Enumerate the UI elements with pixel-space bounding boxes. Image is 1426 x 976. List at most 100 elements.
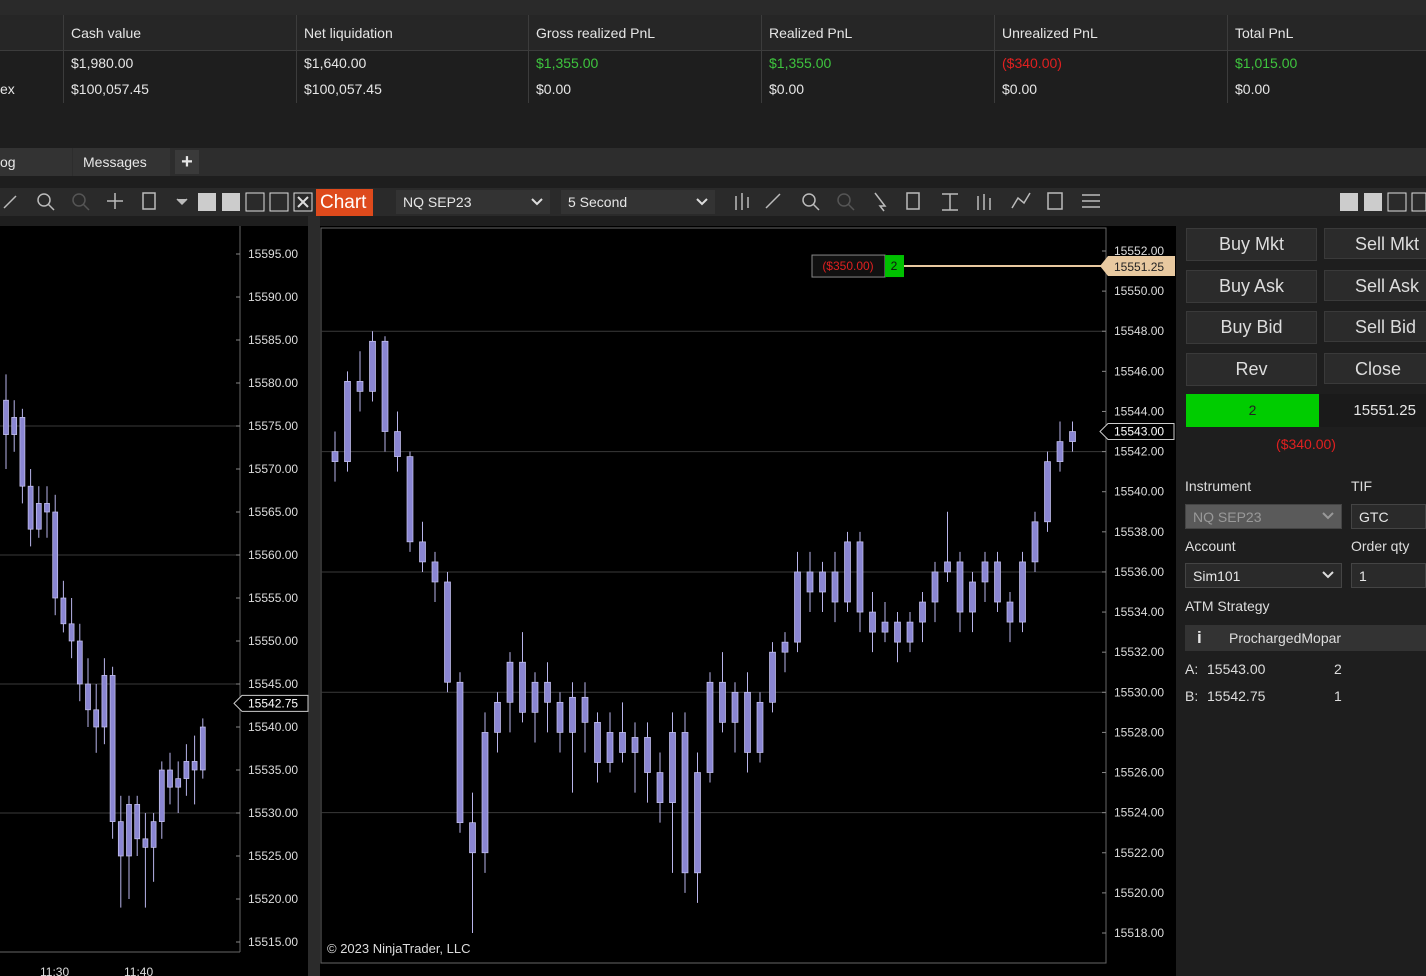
column-header: Realized PnL xyxy=(769,25,853,41)
ask-size: 2 xyxy=(1334,661,1342,677)
cell: $1,355.00 xyxy=(536,55,599,71)
y-tick-label: 15525.00 xyxy=(248,849,298,863)
column-header: Unrealized PnL xyxy=(1002,25,1098,41)
candle-body xyxy=(406,456,414,543)
chart-label: Chart xyxy=(316,189,373,216)
candle-body xyxy=(68,623,75,642)
candle-body xyxy=(719,681,726,723)
y-tick-label: 15575.00 xyxy=(248,419,298,433)
zoom-icon[interactable] xyxy=(802,193,816,207)
candle-body xyxy=(85,683,91,711)
dropdown-arrows xyxy=(1322,571,1334,579)
candle-body xyxy=(419,541,426,563)
properties-icon[interactable] xyxy=(142,192,156,210)
interval-select[interactable]: 5 Second xyxy=(561,190,715,214)
candle-body xyxy=(544,681,551,703)
account-select[interactable]: Sim101 xyxy=(1185,563,1342,588)
candle-body xyxy=(869,611,876,633)
y-tick-label: 15540.00 xyxy=(248,720,298,734)
cell: $0.00 xyxy=(769,81,805,97)
cell: $100,057.45 xyxy=(71,81,149,97)
candle-body xyxy=(344,381,351,462)
column-header: Total PnL xyxy=(1235,25,1294,41)
position-qty: 2 xyxy=(1186,394,1319,427)
candle-body xyxy=(11,417,18,435)
spacer xyxy=(0,176,1426,188)
candle-body xyxy=(744,691,751,753)
column-divider xyxy=(296,15,297,103)
candle-body xyxy=(158,769,165,822)
candle-body xyxy=(126,804,132,857)
label: Account xyxy=(1185,538,1236,554)
y-tick-label: 15534.00 xyxy=(1114,605,1164,619)
cell: $1,640.00 xyxy=(304,55,367,71)
candle-body xyxy=(669,732,676,803)
candle-body xyxy=(806,571,814,593)
y-tick-label: 15550.00 xyxy=(1114,284,1164,298)
candle-body xyxy=(19,417,26,487)
order-button[interactable]: Buy Bid xyxy=(1186,311,1317,344)
tab[interactable]: Messages xyxy=(73,148,170,176)
analyzer-icon[interactable] xyxy=(1047,192,1063,210)
candle-body xyxy=(456,681,464,824)
candle-body xyxy=(52,511,59,599)
candle-body xyxy=(469,822,476,854)
dropdown-arrows xyxy=(1322,512,1334,520)
candle-body xyxy=(631,737,639,753)
candle-body xyxy=(994,561,1001,603)
qty-input[interactable]: 1 xyxy=(1351,563,1426,588)
indicators-icon[interactable] xyxy=(977,194,991,210)
y-tick-label: 15536.00 xyxy=(1114,565,1164,579)
order-button[interactable]: Buy Ask xyxy=(1186,269,1317,303)
tab[interactable]: og xyxy=(0,148,72,176)
template-icon[interactable] xyxy=(942,193,958,211)
candle-body xyxy=(76,640,83,685)
zoom-icon[interactable] xyxy=(37,193,51,207)
add-tab[interactable]: + xyxy=(175,150,199,174)
candle-body xyxy=(101,675,108,728)
y-tick-label: 15590.00 xyxy=(248,290,298,304)
price-tag xyxy=(1099,423,1175,441)
properties-icon[interactable] xyxy=(906,192,920,210)
order-button[interactable]: Close xyxy=(1324,352,1426,384)
crosshair-icon[interactable] xyxy=(107,193,123,209)
position-qty-box xyxy=(885,255,904,278)
info-icon[interactable]: i xyxy=(1197,628,1202,647)
grid-body xyxy=(0,51,1426,148)
order-button[interactable]: Sell Mkt xyxy=(1324,228,1426,259)
position-price: 15551.25 xyxy=(1319,394,1426,427)
candle-body xyxy=(142,838,149,848)
order-button[interactable]: Sell Bid xyxy=(1324,311,1426,342)
candle-body xyxy=(506,661,514,703)
instrument-select[interactable]: NQ SEP23 xyxy=(396,190,550,214)
list-icon[interactable] xyxy=(1082,194,1100,208)
draw-icon[interactable] xyxy=(765,193,781,209)
tif-input[interactable]: GTC xyxy=(1351,504,1426,529)
row-label: ex xyxy=(0,81,15,97)
pencil-icon[interactable] xyxy=(3,195,17,209)
candle-body xyxy=(1019,561,1026,623)
pointer-icon[interactable] xyxy=(874,192,887,212)
candle-body xyxy=(981,561,989,583)
bars-icon[interactable] xyxy=(735,193,749,210)
strategies-icon[interactable] xyxy=(1011,192,1031,209)
candle-body xyxy=(394,431,401,457)
order-button[interactable]: Rev xyxy=(1186,352,1317,386)
candle-body xyxy=(919,601,926,623)
candle-body xyxy=(356,381,364,392)
y-tick-label: 15535.00 xyxy=(248,763,298,777)
column-header: Net liquidation xyxy=(304,25,393,41)
y-tick-label: 15548.00 xyxy=(1114,324,1164,338)
instrument-input[interactable]: NQ SEP23 xyxy=(1185,504,1342,529)
candle-body xyxy=(906,621,914,643)
toolbar-icons xyxy=(3,192,1426,212)
atm-select[interactable] xyxy=(1185,625,1426,651)
cell: $1,980.00 xyxy=(71,55,134,71)
column-divider xyxy=(761,15,762,103)
order-button[interactable]: Sell Ask xyxy=(1324,269,1426,301)
cell: $0.00 xyxy=(1235,81,1271,97)
candle-body xyxy=(331,451,339,462)
ask: 15543.00 xyxy=(1207,661,1266,677)
order-button[interactable]: Buy Mkt xyxy=(1186,228,1317,261)
candle-body xyxy=(1031,521,1039,563)
